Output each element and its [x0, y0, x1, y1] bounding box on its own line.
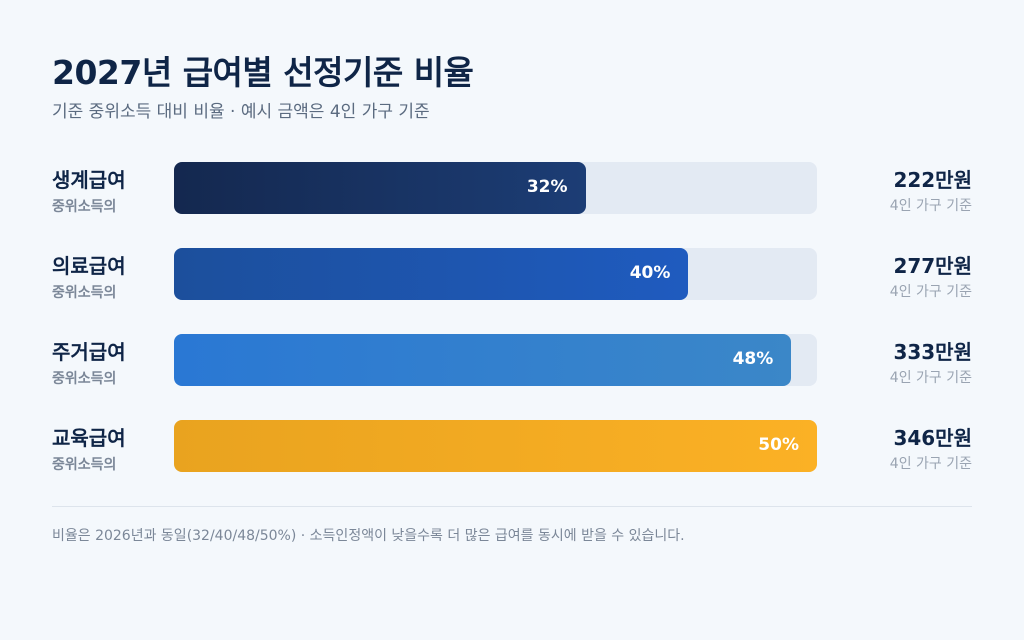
chart-subtitle: 기준 중위소득 대비 비율 · 예시 금액은 4인 가구 기준: [52, 102, 430, 122]
divider: [52, 506, 972, 507]
bar-row-education: 교육급여 중위소득의 50% 346만원 4인 가구 기준: [0, 420, 1024, 473]
bar-track: 50%: [174, 420, 817, 472]
category-sublabel: 중위소득의: [52, 285, 117, 301]
category-sublabel: 중위소득의: [52, 371, 117, 387]
bar-fill: 40%: [174, 248, 689, 300]
footnote: 비율은 2026년과 동일(32/40/48/50%) · 소득인정액이 낮을수…: [52, 528, 685, 544]
bar-fill: 50%: [174, 420, 817, 472]
bar-value-label: 48%: [732, 349, 774, 369]
bar-fill: 48%: [174, 334, 792, 386]
bar-fill: 32%: [174, 162, 586, 214]
chart-title: 2027년 급여별 선정기준 비율: [52, 53, 474, 92]
bar-value-label: 32%: [526, 177, 568, 197]
category-label: 의료급여: [52, 254, 126, 278]
category-label: 주거급여: [52, 340, 126, 364]
bar-value-label: 40%: [629, 263, 671, 283]
amount-sublabel: 4인 가구 기준: [889, 456, 972, 472]
bar-value-label: 50%: [758, 435, 799, 455]
category-sublabel: 중위소득의: [52, 457, 117, 473]
bar-row-livelihood: 생계급여 중위소득의 32% 222만원 4인 가구 기준: [0, 162, 1024, 215]
amount-label: 333만원: [893, 340, 972, 364]
bar-row-medical: 의료급여 중위소득의 40% 277만원 4인 가구 기준: [0, 248, 1024, 301]
amount-sublabel: 4인 가구 기준: [889, 284, 972, 300]
category-label: 생계급여: [52, 168, 126, 192]
amount-sublabel: 4인 가구 기준: [889, 370, 972, 386]
category-label: 교육급여: [52, 426, 126, 450]
bar-track: 32%: [174, 162, 817, 214]
bar-track: 48%: [174, 334, 817, 386]
bar-row-housing: 주거급여 중위소득의 48% 333만원 4인 가구 기준: [0, 334, 1024, 387]
category-sublabel: 중위소득의: [52, 199, 117, 215]
amount-label: 277만원: [893, 254, 972, 278]
amount-sublabel: 4인 가구 기준: [889, 198, 972, 214]
bar-track: 40%: [174, 248, 817, 300]
amount-label: 346만원: [893, 426, 972, 450]
amount-label: 222만원: [893, 168, 972, 192]
